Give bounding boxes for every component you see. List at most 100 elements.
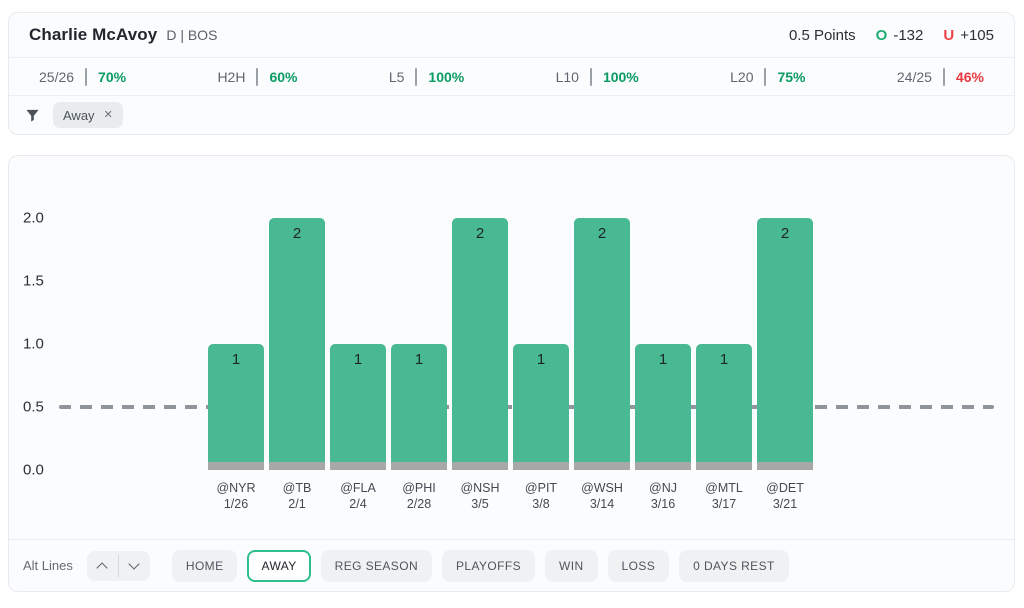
over-odds[interactable]: O -132 bbox=[876, 27, 924, 44]
split-label: L20 bbox=[730, 68, 754, 85]
opponent-label: @PHI bbox=[402, 481, 436, 495]
split-label: L5 bbox=[388, 68, 405, 85]
bar-base-strip bbox=[574, 462, 630, 470]
split-divider bbox=[942, 67, 945, 86]
split-divider bbox=[85, 67, 88, 86]
filter-funnel-icon bbox=[25, 108, 40, 123]
alt-line-up-button[interactable] bbox=[87, 551, 118, 581]
x-axis-label-nsh: @NSH 3/5 bbox=[442, 480, 518, 512]
split-value: 75% bbox=[777, 68, 806, 85]
alt-lines-label: Alt Lines bbox=[23, 558, 73, 573]
split-value: 70% bbox=[98, 68, 127, 85]
bar-base-strip bbox=[452, 462, 508, 470]
opponent-label: @NSH bbox=[460, 481, 500, 495]
split-value: 60% bbox=[269, 68, 298, 85]
bar-phi[interactable]: 1 bbox=[391, 344, 447, 470]
split-divider bbox=[589, 67, 592, 86]
x-axis-label-wsh: @WSH 3/14 bbox=[564, 480, 640, 512]
bar-base-strip bbox=[696, 462, 752, 470]
x-axis-label-mtl: @MTL 3/17 bbox=[686, 480, 762, 512]
bar-mtl[interactable]: 1 bbox=[696, 344, 752, 470]
bar-value-label: 2 bbox=[780, 225, 790, 242]
y-axis-tick-0.5: 0.5 bbox=[23, 398, 44, 416]
x-axis-label-pit: @PIT 3/8 bbox=[503, 480, 579, 512]
close-icon[interactable]: ✕ bbox=[103, 108, 113, 121]
over-odds-value: -132 bbox=[893, 26, 924, 44]
bar-det[interactable]: 2 bbox=[757, 218, 813, 470]
active-filters-row: Away ✕ bbox=[9, 96, 1014, 134]
x-axis-label-nj: @NJ 3/16 bbox=[625, 480, 701, 512]
bar-nsh[interactable]: 2 bbox=[452, 218, 508, 470]
split-divider bbox=[764, 67, 767, 86]
bar-base-strip bbox=[269, 462, 325, 470]
chevron-down-icon bbox=[128, 557, 141, 570]
hit-rate-splits-row: 25/26 70% H2H 60% L5 100% L10 100% L20 75% 24/25 46… bbox=[9, 58, 1014, 96]
over-icon: O bbox=[875, 26, 888, 44]
filter-button-win[interactable]: WIN bbox=[545, 549, 598, 582]
game-date-label: 3/21 bbox=[772, 497, 798, 511]
opponent-label: @NYR bbox=[216, 481, 256, 495]
game-date-label: 3/8 bbox=[532, 497, 550, 511]
y-axis-tick-0.0: 0.0 bbox=[23, 461, 44, 479]
game-date-label: 3/17 bbox=[711, 497, 737, 511]
prop-line-label: 0.5 Points bbox=[788, 26, 856, 44]
filter-button-away[interactable]: AWAY bbox=[247, 549, 311, 582]
game-date-label: 3/5 bbox=[471, 497, 489, 511]
opponent-label: @NJ bbox=[649, 481, 677, 495]
y-axis-tick-1.5: 1.5 bbox=[23, 272, 44, 290]
split-label: 25/26 bbox=[39, 68, 75, 85]
x-axis-label-det: @DET 3/21 bbox=[747, 480, 823, 512]
x-axis-label-nyr: @NYR 1/26 bbox=[198, 480, 274, 512]
player-game-log-chart-card: 0.0 0.5 1.0 1.5 2.0 1 @NYR 1/26 2 @TB 2/1 1 @FLA 2/4 1… bbox=[8, 155, 1015, 592]
split-value: 46% bbox=[955, 68, 984, 85]
bar-fla[interactable]: 1 bbox=[330, 344, 386, 470]
alt-lines-stepper bbox=[86, 550, 150, 581]
chevron-up-icon bbox=[96, 561, 109, 574]
bar-value-label: 2 bbox=[292, 225, 302, 242]
alt-line-down-button[interactable] bbox=[119, 551, 150, 581]
opponent-label: @TB bbox=[282, 481, 312, 495]
game-date-label: 1/26 bbox=[223, 497, 249, 511]
player-position-team: D | BOS bbox=[166, 27, 218, 43]
player-header-card: Charlie McAvoy D | BOS 0.5 Points O -132… bbox=[8, 12, 1015, 135]
y-axis-tick-1.0: 1.0 bbox=[23, 335, 44, 353]
split-label: 24/25 bbox=[896, 68, 932, 85]
filter-button-0-days-rest[interactable]: 0 DAYS REST bbox=[679, 549, 789, 582]
player-name: Charlie McAvoy bbox=[29, 25, 158, 44]
filter-button-loss[interactable]: LOSS bbox=[607, 549, 670, 582]
filter-button-playoffs[interactable]: PLAYOFFS bbox=[442, 549, 536, 582]
filter-chip-away[interactable]: Away ✕ bbox=[53, 102, 123, 128]
bar-nj[interactable]: 1 bbox=[635, 344, 691, 470]
filter-button-reg-season[interactable]: REG SEASON bbox=[320, 549, 433, 582]
under-odds-value: +105 bbox=[960, 26, 994, 44]
filter-chip-label: Away bbox=[63, 107, 95, 123]
bar-value-label: 2 bbox=[475, 225, 485, 242]
split-stat-l10: L10 100% bbox=[556, 67, 639, 86]
bar-value-label: 1 bbox=[536, 351, 546, 368]
under-odds[interactable]: U +105 bbox=[943, 27, 994, 44]
opponent-label: @PIT bbox=[524, 481, 558, 495]
bar-base-strip bbox=[391, 462, 447, 470]
y-axis-tick-2.0: 2.0 bbox=[23, 209, 44, 227]
bar-value-label: 1 bbox=[719, 351, 729, 368]
bar-value-label: 1 bbox=[414, 351, 424, 368]
split-divider bbox=[256, 67, 259, 86]
split-stat-25-26: 25/26 70% bbox=[39, 67, 127, 86]
split-stat-l5: L5 100% bbox=[388, 67, 464, 86]
bar-wsh[interactable]: 2 bbox=[574, 218, 630, 470]
bar-tb[interactable]: 2 bbox=[269, 218, 325, 470]
split-stat-24-25: 24/25 46% bbox=[896, 67, 984, 86]
bar-value-label: 1 bbox=[658, 351, 668, 368]
game-date-label: 2/4 bbox=[349, 497, 367, 511]
bar-pit[interactable]: 1 bbox=[513, 344, 569, 470]
bar-value-label: 2 bbox=[597, 225, 607, 242]
under-icon: U bbox=[943, 26, 955, 44]
split-divider bbox=[415, 67, 418, 86]
filter-button-home[interactable]: HOME bbox=[171, 549, 238, 582]
opponent-label: @WSH bbox=[581, 481, 623, 495]
bar-nyr[interactable]: 1 bbox=[208, 344, 264, 470]
x-axis-label-phi: @PHI 2/28 bbox=[381, 480, 457, 512]
bar-base-strip bbox=[330, 462, 386, 470]
chart-filter-toolbar: Alt Lines HOME AWAY REG SEASON PLAYOFFS WIN L… bbox=[9, 539, 1014, 591]
game-date-label: 2/28 bbox=[406, 497, 432, 511]
